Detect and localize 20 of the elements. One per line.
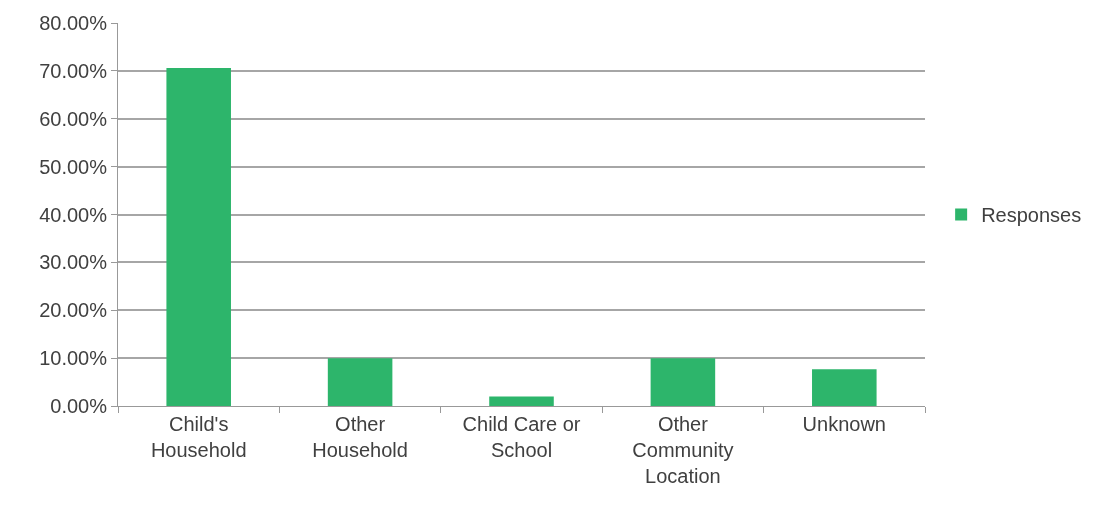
- x-tick-label: Unknown: [802, 413, 886, 435]
- y-tick-label: 50.00%: [39, 155, 108, 178]
- bar: [166, 68, 231, 406]
- x-tick-label: Other Household: [312, 413, 408, 461]
- y-tick-label: 20.00%: [39, 299, 108, 322]
- y-tick-label: 60.00%: [39, 107, 108, 130]
- y-tick-label: 40.00%: [39, 203, 108, 226]
- x-tick-label: Child's Household: [150, 413, 247, 461]
- bar: [650, 358, 716, 406]
- y-tick-label: 10.00%: [39, 347, 108, 370]
- x-tick-label: Child Care or School: [462, 413, 581, 461]
- y-tick-label: 70.00%: [39, 59, 108, 82]
- y-tick-label: 80.00%: [39, 12, 108, 34]
- y-tick-label: 0.00%: [50, 395, 108, 417]
- legend-label: Responses: [981, 204, 1082, 227]
- y-tick-label: 30.00%: [39, 251, 108, 274]
- x-tick-label: Other Community Location: [632, 413, 734, 487]
- bar: [327, 358, 393, 406]
- bar: [812, 369, 877, 406]
- bar: [489, 396, 554, 406]
